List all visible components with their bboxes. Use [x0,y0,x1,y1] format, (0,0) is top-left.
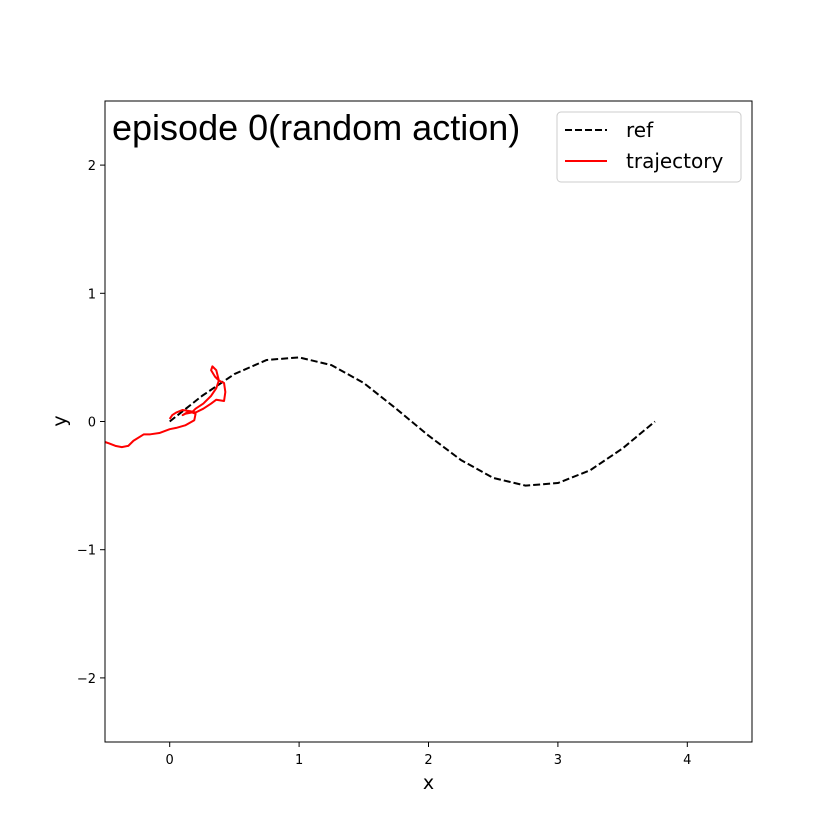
y-tick-label-2: 2 [88,159,96,174]
plot-area [105,101,752,742]
x-tick-label-3: 3 [554,753,562,768]
y-tick-label-0: 0 [88,416,96,431]
legend-ref-label: ref [626,118,654,142]
series-line-trajectory [104,365,227,449]
y-tick-label--2: −2 [77,672,96,687]
chart-title: episode 0(random action) [112,107,520,148]
series-line-ref [169,356,656,487]
legend: ref trajectory [556,111,742,183]
x-tick-label-0: 0 [166,753,174,768]
x-tick-label-1: 1 [295,753,303,768]
y-tick-label-1: 1 [88,287,96,302]
x-tick-label-4: 4 [683,753,691,768]
series-layer [104,356,656,487]
y-axis-label: y [49,415,71,426]
x-tick-label-2: 2 [424,753,432,768]
legend-box [556,111,742,183]
y-tick-label--1: −1 [77,544,96,559]
ticks-layer: 0 1 2 3 4 −2 −1 0 1 2 [77,159,692,768]
legend-trajectory-label: trajectory [626,149,723,173]
x-axis-label: x [423,772,434,794]
